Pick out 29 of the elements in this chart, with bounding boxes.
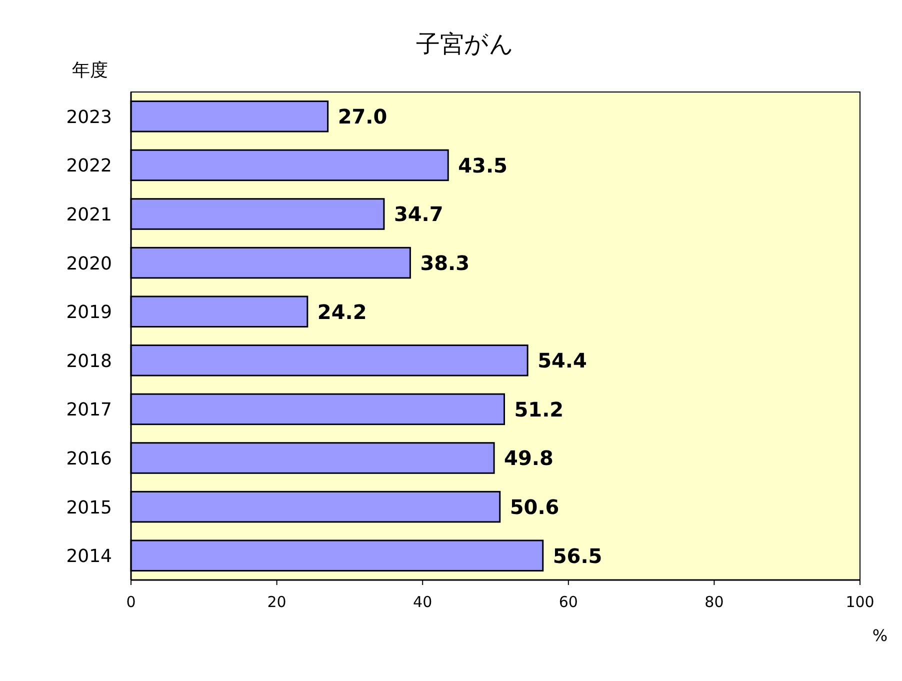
y-tick-label: 2023: [66, 106, 112, 128]
y-tick-label: 2019: [66, 302, 112, 324]
y-axis-title: 年度: [72, 60, 108, 81]
y-tick-label: 2020: [66, 253, 112, 274]
y-tick-label: 2021: [66, 204, 112, 226]
x-axis-title: %: [872, 626, 888, 645]
x-tick-label: 80: [704, 593, 724, 611]
data-label: 43.5: [458, 153, 508, 178]
x-tick-label: 20: [267, 593, 286, 611]
y-tick-label: 2015: [66, 497, 112, 518]
data-label: 49.8: [504, 446, 554, 470]
data-label: 38.3: [420, 251, 470, 275]
data-label: 56.5: [552, 544, 602, 568]
y-tick-label: 2018: [66, 350, 112, 372]
chart-title: 子宮がん: [416, 30, 514, 58]
x-tick-label: 100: [846, 593, 874, 611]
data-label: 24.2: [317, 300, 367, 324]
x-tick-label: 60: [558, 593, 578, 611]
data-label: 51.2: [514, 397, 564, 422]
data-label: 27.0: [338, 104, 388, 129]
y-tick-label: 2014: [66, 546, 112, 568]
data-label: 34.7: [394, 202, 444, 226]
y-tick-label: 2017: [66, 400, 112, 421]
y-tick-label: 2016: [66, 448, 112, 470]
data-label: 54.4: [538, 348, 587, 373]
y-tick-label: 2022: [66, 156, 112, 177]
data-label: 50.6: [510, 495, 560, 519]
x-tick-label: 0: [126, 593, 136, 611]
x-tick-label: 40: [413, 593, 432, 611]
